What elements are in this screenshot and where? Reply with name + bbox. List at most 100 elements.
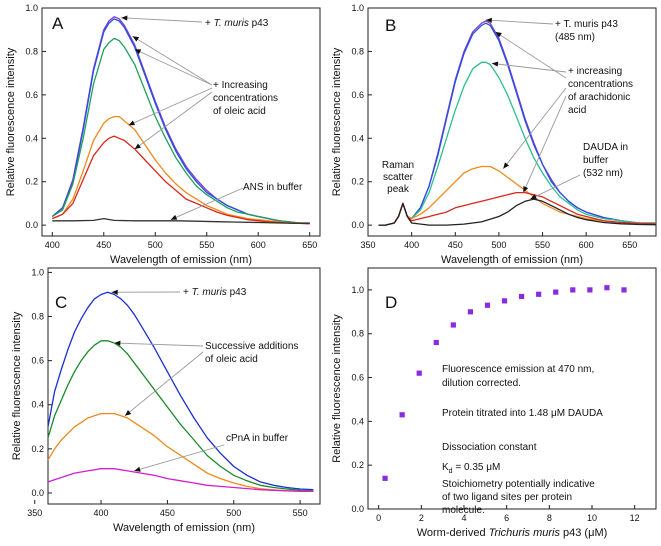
panel-d-xlabel-part-4: M)	[594, 527, 607, 539]
panel-d-annotation-emission-line-1: dilution corrected.	[442, 378, 521, 389]
panel-c-letter: C	[55, 293, 67, 312]
panel-a-annotation-p43-part-2: p43	[249, 18, 269, 29]
panel-a-ytick-label-1: 0.2	[25, 177, 38, 187]
panel-c-arrow-oleic-1	[114, 342, 204, 347]
panel-d-annotation-dissociation-line-0: Dissociation constant	[442, 442, 537, 453]
panel-c-arrow-cpna-head	[134, 466, 141, 472]
panel-a-arrow-oleic-2-head	[134, 49, 142, 55]
panel-d-ytick-label-5: 1.0	[351, 285, 364, 295]
panel-c-annotation-oleic-line-1: of oleic acid	[205, 354, 258, 365]
panel-c-xtick-label-2: 450	[160, 508, 175, 518]
panel-a-arrow-oleic-2	[134, 48, 213, 86]
panel-c-xtick-label-3: 500	[226, 508, 241, 518]
panel-d-point-8	[519, 293, 525, 300]
panel-d-point-10	[553, 289, 559, 295]
panel-d-point-6	[484, 302, 491, 308]
panel-d-xlabel-part-0: Worm-derived	[417, 527, 489, 539]
panel-b-ytick-label-2: 0.4	[351, 133, 364, 143]
panel-c-ytick-label-2: 0.4	[31, 400, 44, 410]
panel-b-xlabel: Wavelength of emission (nm)	[441, 254, 583, 266]
panel-b-arrow-ara-2-head	[495, 31, 502, 38]
panel-a-arrow-oleic-3-head	[128, 120, 136, 126]
panel-a-ytick-label-2: 0.4	[25, 133, 38, 143]
panel-c-arrow-oleic-2-head	[124, 409, 132, 416]
panel-b-annotation-dauda-line-1: buffer	[583, 155, 609, 166]
panel-a-arrow-ans-head	[170, 214, 178, 220]
panel-a-series-line-5	[52, 217, 310, 225]
panel-d-xtick-label-5: 10	[587, 513, 597, 523]
panel-a-annotation-oleic-line-1: concentrations	[213, 93, 278, 104]
panel-b-arrow-ara-3	[502, 87, 567, 169]
panel-b-annotation-raman-line-2: peak	[387, 184, 410, 195]
panel-d-point-0	[382, 475, 388, 481]
panel-a-xtick-label-2: 500	[148, 240, 163, 250]
panel-a-letter: A	[52, 14, 64, 33]
panel-d-letter: D	[385, 293, 397, 312]
panel-a-ylabel: Relative fluorescence intensity	[5, 47, 17, 196]
panel-d-point-11	[570, 287, 576, 293]
panel-a-xtick-label-5: 650	[302, 240, 317, 250]
panel-d-annotation-stoichiometry-line-0: Stoichiometry potentially indicative	[442, 479, 595, 490]
panel-c-series-line-1	[47, 340, 314, 492]
panel-b-series-line-0	[378, 20, 656, 226]
panel-d-annotation-stoichiometry-line-1: of two ligand sites per protein	[442, 492, 572, 503]
panel-d-point-2	[416, 370, 422, 376]
panel-d-annotation-emission-line-0: Fluorescence emission at 470 nm,	[442, 364, 594, 375]
panel-b-xtick-label-2: 450	[448, 240, 463, 250]
panel-a-annotation-oleic-line-0: + Increasing	[213, 80, 268, 91]
panel-a-ytick-label-4: 0.8	[25, 46, 38, 56]
panel-b-annotation-p43-line-0: + T. muris p43	[555, 19, 618, 30]
panel-a-ytick-label-0: 0.0	[25, 220, 38, 230]
panel-d-annotation-titration-line-0: Protein titrated into 1.48 μM DAUDA	[442, 408, 603, 419]
panel-b-series-line-1	[378, 22, 656, 226]
panel-a-series-line-4	[52, 135, 310, 225]
panel-c-annotation-p43-part-2: p43	[227, 287, 247, 298]
panel-b-ytick-label-1: 0.2	[351, 177, 364, 187]
panel-d-kd-k: K	[442, 462, 449, 473]
panel-d-xtick-label-4: 8	[547, 513, 552, 523]
panel-c-xlabel: Wavelength of emission (nm)	[113, 522, 255, 534]
panel-d-xtick-label-6: 12	[630, 513, 640, 523]
panel-c-annotation-p43-part-1: T. muris	[192, 287, 227, 298]
panel-b-arrow-ara-1	[491, 62, 567, 73]
panel-b-arrow-dauda	[530, 174, 581, 200]
panel-b-xtick-label-3: 500	[491, 240, 506, 250]
panel-b-ytick-label-5: 1.0	[351, 3, 364, 13]
panel-d-point-7	[501, 298, 508, 304]
panel-d-point-5	[467, 309, 473, 315]
panel-c-ytick-label-0: 0.0	[31, 488, 44, 498]
panel-d-xlabel-part-1: Trichuris muris	[489, 527, 561, 539]
panel-d-ylabel: Relative fluorescence intensity	[331, 314, 343, 463]
panel-a-xlabel: Wavelength of emission (nm)	[110, 254, 252, 266]
panel-d-point-12	[587, 287, 593, 293]
panel-d: 0 2 4 6 8 10 12 0.0 0.2 0.4 0.6 0.8 1.0 Relative fluo…	[331, 267, 657, 539]
panel-d-ytick-label-3: 0.6	[351, 373, 364, 383]
panel-b-annotation-raman-line-1: scatter	[383, 172, 414, 183]
panel-a-xtick-label-1: 450	[96, 240, 111, 250]
panel-c-ylabel: Relative fluorescence intensity	[11, 311, 23, 460]
panel-d-kd-sub: d	[449, 468, 453, 475]
panel-a-annotation-ans-line-0: ANS in buffer	[243, 182, 303, 193]
panel-c-series-line-0	[47, 291, 314, 491]
panel-c-arrow-p43-head	[111, 289, 118, 295]
panel-c-arrow-oleic-2	[124, 351, 204, 417]
panel-a-arrow-p43-head	[121, 15, 128, 21]
panel-d-ytick-label-0: 0.0	[351, 504, 364, 514]
panel-b-xtick-label-6: 650	[622, 240, 637, 250]
panel-d-ytick-label-1: 0.2	[351, 460, 364, 470]
panel-d-annotation-stoichiometry-line-2: molecule.	[442, 505, 485, 516]
panel-d-xlabel-part-2: p43 (	[560, 527, 588, 539]
panel-c-ytick-label-4: 0.8	[31, 312, 44, 322]
panel-a-arrow-oleic-4-head	[134, 143, 142, 150]
panel-b-ytick-label-4: 0.8	[351, 46, 364, 56]
panel-b-letter: B	[385, 16, 396, 35]
panel-a-arrow-ans	[170, 187, 244, 221]
panel-a-arrow-oleic-1	[132, 35, 213, 86]
panel-a-annotation-oleic-line-2: of oleic acid	[213, 106, 266, 117]
panel-c-annotation-oleic-line-0: Successive additions	[205, 341, 298, 352]
panel-b-arrow-ara-1-head	[491, 61, 499, 67]
panel-b-annotation-dauda-line-0: DAUDA in	[583, 142, 628, 153]
panel-c-xtick-label-1: 400	[94, 508, 109, 518]
panel-b-annotation-arachidonic-line-2: of arachidonic	[568, 92, 630, 103]
panel-b-plot-frame	[367, 7, 657, 237]
